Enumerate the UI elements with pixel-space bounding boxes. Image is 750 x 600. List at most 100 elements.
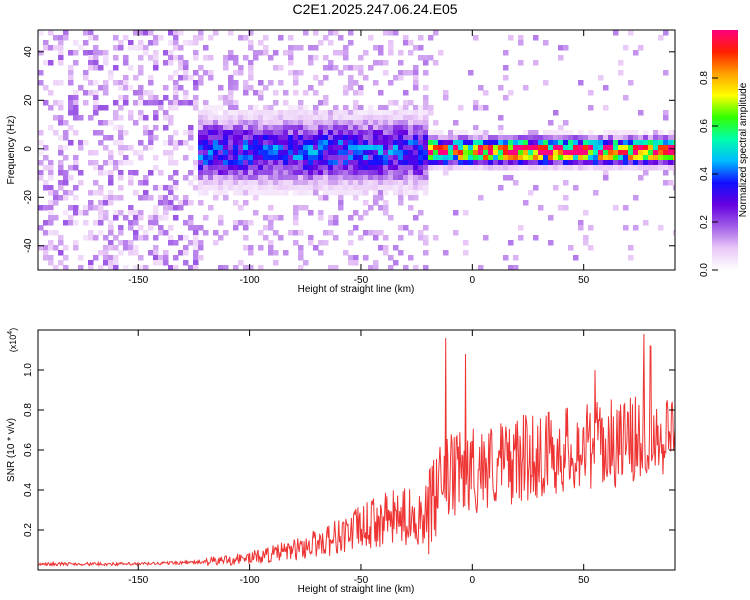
spectrogram-cell [388,185,394,191]
spectrogram-cell [673,165,675,171]
spectrogram-cell [568,245,574,251]
spectrogram-cell [638,175,644,181]
spectrogram-cell [218,180,224,186]
spectrogram-cell [408,150,414,156]
spectrogram-cell [518,145,524,151]
spectrogram-cell [508,140,514,146]
spectrogram-cell [73,100,79,106]
spectrogram-x-tick-label: 0 [470,275,476,286]
spectrogram-cell [268,160,274,166]
spectrogram-cell [113,100,119,106]
spectrogram-cell [133,150,139,156]
spectrogram-cell [63,145,69,151]
spectrogram-cell [53,130,59,136]
spectrogram-cell [243,120,249,126]
spectrogram-cell [298,165,304,171]
spectrogram-cell [198,175,204,181]
spectrogram-cell [303,180,309,186]
spectrogram-cell [648,165,654,171]
snr-y-tick-label: 0.8 [23,403,34,417]
spectrogram-cell [548,240,554,246]
spectrogram-cell [363,110,369,116]
spectrogram-cell [78,145,84,151]
spectrogram-cell [318,120,324,126]
spectrogram-cell [238,125,244,131]
spectrogram-cell [508,175,514,181]
spectrogram-cell [548,150,554,156]
spectrogram-cell [393,185,399,191]
spectrogram-cell [143,100,149,106]
spectrogram-cell [223,95,229,101]
spectrogram-cell [603,155,609,161]
spectrogram-cell [413,80,419,86]
spectrogram-cell [238,115,244,121]
spectrogram-cell [348,185,354,191]
spectrogram-cell [68,165,74,171]
spectrogram-cell [43,255,49,261]
spectrogram-cell [198,170,204,176]
spectrogram-cell [148,145,154,151]
spectrogram-cell [153,235,159,241]
spectrogram-cell [373,190,379,196]
spectrogram-cell [68,50,74,56]
spectrogram-cell [333,190,339,196]
spectrogram-cell [163,50,169,56]
spectrogram-cell [163,150,169,156]
spectrogram-cell [538,205,544,211]
spectrogram-cell [108,230,114,236]
spectrogram-cell [258,125,264,131]
spectrogram-cell [48,200,54,206]
spectrogram-cell [428,110,434,116]
spectrogram-cell [343,90,349,96]
spectrogram-cell [663,145,669,151]
spectrogram-cell [243,135,249,141]
spectrogram-cell [323,185,329,191]
spectrogram-cell [208,150,214,156]
spectrogram-cell [513,255,519,261]
spectrogram-cell [208,140,214,146]
spectrogram-cell [618,60,624,66]
spectrogram-cell [258,230,264,236]
spectrogram-cell [323,175,329,181]
spectrogram-cell [173,95,179,101]
spectrogram-cell [353,125,359,131]
spectrogram-cell [103,255,109,261]
spectrogram-cell [78,85,84,91]
spectrogram-cell [253,145,259,151]
spectrogram-cell [478,265,484,270]
spectrogram-cell [393,135,399,141]
spectrogram-cell [168,225,174,231]
spectrogram-cell [418,235,424,241]
spectrogram-cell [183,95,189,101]
spectrogram-cell [328,170,334,176]
spectrogram-cell [353,195,359,201]
spectrogram-cell [238,145,244,151]
spectrogram-cell [613,135,619,141]
spectrogram-cell [228,155,234,161]
spectrogram-cell [58,150,64,156]
spectrogram-cell [523,200,529,206]
spectrogram-cell [168,235,174,241]
snr-ticks: -150 -100 -50 0 500.20.40.60.81.0 [23,330,675,586]
spectrogram-cell [668,145,674,151]
spectrogram-cell [418,105,424,111]
spectrogram-cell [298,70,304,76]
spectrogram-cell [243,220,249,226]
spectrogram-cell [148,55,154,61]
spectrogram-cell [378,105,384,111]
spectrogram-cell [353,210,359,216]
spectrogram-cell [173,185,179,191]
spectrogram-cell [193,245,199,251]
spectrogram-cell [203,135,209,141]
spectrogram-cell [253,130,259,136]
spectrogram-cell [148,90,154,96]
spectrogram-cell [393,150,399,156]
spectrogram-cell [558,165,564,171]
spectrogram-cell [263,115,269,121]
spectrogram-cell [578,160,584,166]
spectrogram-cell [123,160,129,166]
spectrogram-cell [323,115,329,121]
spectrogram-cell [398,50,404,56]
spectrogram-cell [423,170,429,176]
spectrogram-cell [73,40,79,46]
